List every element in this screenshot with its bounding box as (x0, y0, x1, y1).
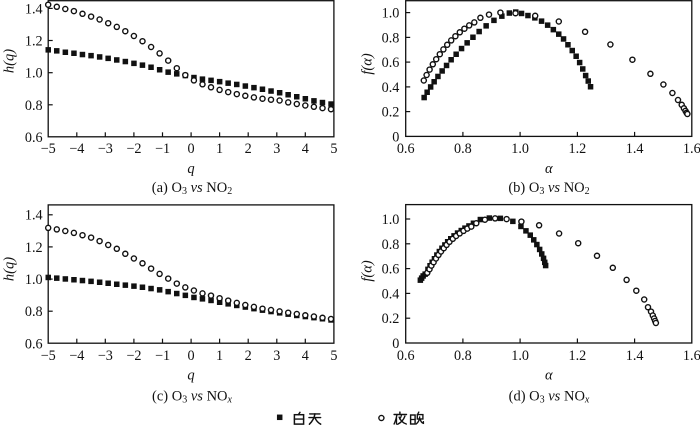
svg-text:0: 0 (188, 348, 195, 364)
svg-text:0.2: 0.2 (382, 105, 400, 121)
svg-text:2: 2 (245, 141, 252, 157)
svg-text:1.0: 1.0 (382, 212, 400, 228)
svg-text:−5: −5 (41, 348, 56, 364)
svg-text:0.8: 0.8 (382, 30, 400, 46)
svg-text:1.6: 1.6 (683, 348, 700, 364)
svg-text:0.2: 0.2 (382, 311, 400, 327)
svg-text:3: 3 (273, 141, 280, 157)
svg-text:0.8: 0.8 (454, 348, 472, 364)
svg-text:0.6: 0.6 (397, 141, 415, 157)
svg-text:1.6: 1.6 (683, 141, 700, 157)
svg-text:h(q): h(q) (2, 49, 18, 73)
svg-text:q: q (187, 368, 194, 384)
svg-text:0: 0 (188, 141, 195, 157)
svg-text:1.4: 1.4 (25, 1, 43, 17)
svg-text:q: q (187, 161, 194, 177)
svg-text:0.8: 0.8 (382, 237, 400, 253)
svg-text:0.4: 0.4 (382, 286, 400, 302)
svg-text:0.8: 0.8 (25, 98, 43, 114)
svg-text:0.6: 0.6 (382, 55, 400, 71)
svg-text:−2: −2 (126, 348, 141, 364)
svg-text:−4: −4 (69, 141, 84, 157)
svg-text:4: 4 (302, 141, 309, 157)
svg-text:0: 0 (392, 129, 399, 145)
svg-text:0.6: 0.6 (25, 130, 43, 146)
svg-text:α: α (545, 368, 553, 384)
svg-text:f(α): f(α) (360, 53, 376, 74)
svg-text:(a) O3 vs NO2: (a) O3 vs NO2 (152, 180, 233, 197)
svg-text:1.2: 1.2 (25, 240, 43, 256)
svg-text:0.6: 0.6 (25, 336, 43, 352)
svg-text:1: 1 (216, 141, 223, 157)
svg-text:(d) O3 vs NOx: (d) O3 vs NOx (509, 389, 590, 406)
svg-text:5: 5 (330, 141, 337, 157)
svg-text:h(q): h(q) (2, 257, 18, 281)
svg-text:−5: −5 (41, 141, 56, 157)
svg-text:1: 1 (216, 348, 223, 364)
svg-text:1.2: 1.2 (569, 141, 587, 157)
svg-text:1.2: 1.2 (569, 348, 587, 364)
svg-text:1.0: 1.0 (25, 272, 43, 288)
svg-text:0.6: 0.6 (397, 348, 415, 364)
svg-text:1.2: 1.2 (25, 34, 43, 50)
svg-text:α: α (545, 161, 553, 177)
svg-text:0.8: 0.8 (25, 304, 43, 320)
svg-text:(c) O3 vs NOx: (c) O3 vs NOx (152, 389, 233, 406)
svg-text:−1: −1 (155, 348, 170, 364)
svg-text:2: 2 (245, 348, 252, 364)
svg-text:1.0: 1.0 (25, 66, 43, 82)
svg-text:−1: −1 (155, 141, 170, 157)
svg-text:3: 3 (273, 348, 280, 364)
svg-text:−4: −4 (69, 348, 84, 364)
svg-text:f(α): f(α) (360, 260, 376, 281)
svg-text:1.4: 1.4 (25, 208, 43, 224)
svg-text:0.4: 0.4 (382, 80, 400, 96)
svg-text:−2: −2 (126, 141, 141, 157)
svg-text:(b) O3 vs NO2: (b) O3 vs NO2 (508, 180, 589, 197)
svg-text:−3: −3 (98, 348, 113, 364)
svg-text:5: 5 (330, 348, 337, 364)
svg-text:0: 0 (392, 336, 399, 352)
svg-text:0.6: 0.6 (382, 262, 400, 278)
svg-text:0.8: 0.8 (454, 141, 472, 157)
svg-text:−3: −3 (98, 141, 113, 157)
svg-text:1.4: 1.4 (626, 348, 644, 364)
svg-text:1.4: 1.4 (626, 141, 644, 157)
svg-text:1.0: 1.0 (511, 141, 529, 157)
svg-text:1.0: 1.0 (511, 348, 529, 364)
svg-text:4: 4 (302, 348, 309, 364)
svg-text:1.0: 1.0 (382, 6, 400, 22)
